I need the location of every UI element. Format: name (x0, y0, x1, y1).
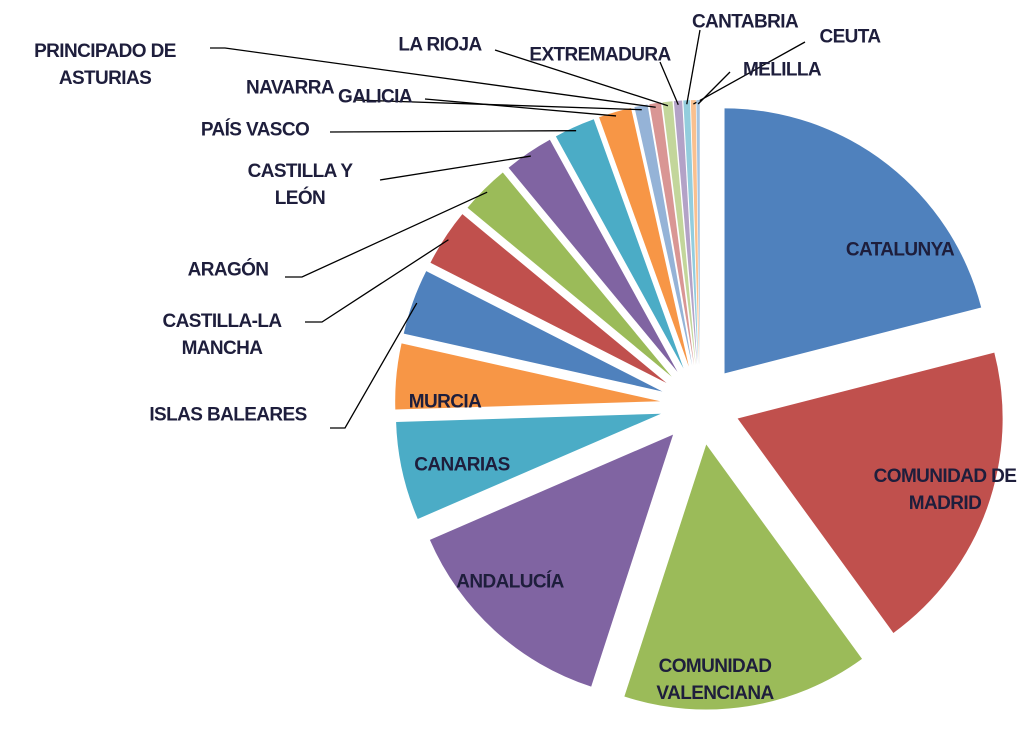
slice-label: MURCIA (408, 391, 482, 413)
slice-label: PAÍS VASCO (200, 119, 310, 141)
slice-label: ANDALUCÍA (456, 571, 564, 593)
pie-slice (696, 100, 700, 366)
slice-label: ISLAS BALEARES (149, 404, 307, 426)
pie-slice (634, 104, 693, 366)
leader-line (285, 191, 488, 278)
pie-slice (403, 271, 663, 392)
pie-slice (624, 444, 863, 710)
leader-line (659, 61, 679, 106)
leader-line (693, 41, 806, 105)
leader-line (686, 29, 701, 105)
pie-slice (467, 172, 672, 377)
pie-slice (599, 107, 689, 367)
pie-slice (508, 139, 678, 372)
slice-label: MELILLA (742, 59, 822, 81)
leader-line (305, 239, 449, 323)
slice-label: EXTREMADURA (529, 44, 671, 66)
leader-line (330, 302, 418, 429)
pie-slice (673, 100, 698, 366)
pie-slice (662, 101, 696, 366)
slice-label: LA RIOJA (398, 34, 482, 56)
slice-label: COMUNIDAD VALENCIANA (656, 656, 774, 704)
pie-slice (396, 413, 661, 519)
pie-slice (429, 434, 674, 687)
slice-label: GALICIA (338, 86, 413, 108)
slice-label: CEUTA (819, 26, 881, 48)
slice-label: CANARIAS (414, 454, 510, 476)
leader-line (210, 47, 656, 108)
pie-slice (683, 100, 699, 366)
pie-slice (649, 102, 695, 366)
slice-label: NAVARRA (246, 77, 335, 99)
pie-slice (737, 352, 1003, 633)
slice-label: CANTABRIA (691, 11, 799, 33)
pie-slice (690, 100, 700, 366)
slice-label: CATALUNYA (845, 239, 955, 261)
pie-slice (395, 343, 661, 410)
pie-slice (555, 119, 684, 369)
slice-label: COMUNIDAD DE MADRID (873, 466, 1017, 514)
slice-label: PRINCIPADO DE ASTURIAS (34, 41, 176, 89)
slice-label: ARAGÓN (187, 259, 269, 281)
leader-line (697, 71, 731, 105)
slice-label: CASTILLA Y LEÓN (247, 161, 353, 209)
leader-line (379, 155, 531, 181)
leader-line (424, 98, 617, 117)
leader-line (494, 49, 669, 107)
leader-line (329, 130, 577, 133)
pie-slice (430, 214, 667, 384)
leader-line (354, 99, 642, 111)
slice-label: CASTILLA-LA MANCHA (162, 311, 283, 359)
pie-slice (724, 108, 982, 374)
